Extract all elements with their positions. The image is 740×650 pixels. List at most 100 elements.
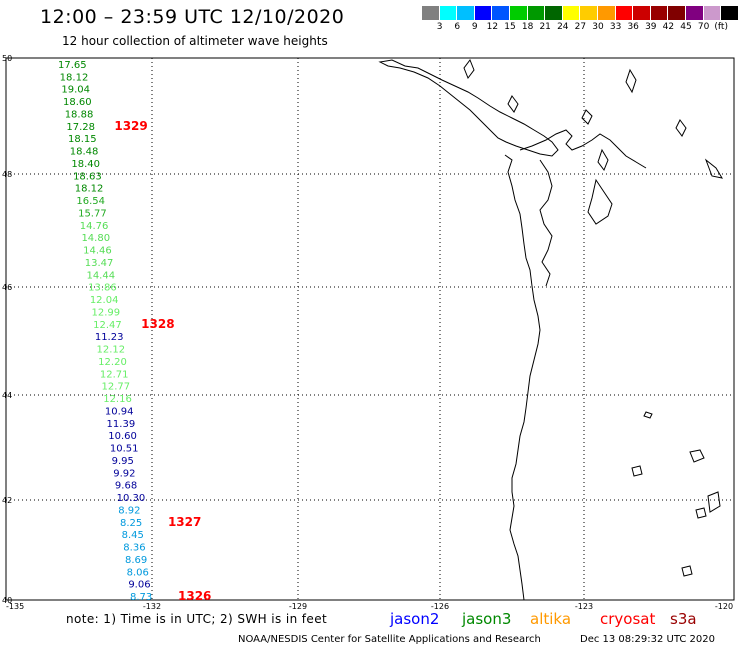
- note-text: note: 1) Time is in UTC; 2) SWH is in fe…: [66, 612, 328, 626]
- wave-height-value: 18.12: [60, 72, 89, 83]
- latitude-labels: 50 48 46 44 42 40: [2, 54, 12, 605]
- colorbar-label: 12: [486, 22, 499, 32]
- coastline: [378, 58, 724, 601]
- wave-height-value: 15.77: [78, 208, 107, 219]
- wave-height-value: 10.51: [110, 444, 139, 455]
- map-title: 12:00 – 23:59 UTC 12/10/2020: [40, 6, 345, 28]
- wave-height-value: 8.06: [127, 567, 149, 578]
- colorbar-label: 39: [645, 22, 657, 32]
- colorbar-label: 9: [471, 22, 478, 32]
- map-subtitle: 12 hour collection of altimeter wave hei…: [62, 34, 328, 48]
- wave-height-value: 8.45: [122, 530, 144, 541]
- lon-tick-label: -135: [6, 602, 24, 611]
- lat-tick-label: 44: [2, 391, 12, 400]
- wave-height-value: 14.46: [83, 246, 112, 257]
- pass-labels: 1329 1328 1327 1326: [114, 119, 211, 603]
- wave-height-value: 9.92: [113, 468, 135, 479]
- legend-altika: altika: [530, 610, 572, 628]
- colorbar-cell: [597, 6, 616, 20]
- lat-tick-label: 40: [2, 596, 12, 605]
- footer-timestamp: Dec 13 08:29:32 UTC 2020: [580, 634, 715, 645]
- wave-height-value: 19.04: [61, 85, 90, 96]
- wave-height-value: 9.95: [112, 456, 134, 467]
- wave-height-value: 13.47: [85, 258, 114, 269]
- footer-org: NOAA/NESDIS Center for Satellite Applica…: [238, 634, 541, 645]
- pass-number-label: 1326: [178, 589, 211, 603]
- wave-height-value: 12.99: [91, 307, 120, 318]
- wave-height-value: 17.65: [58, 60, 87, 71]
- wave-height-value: 12.47: [93, 320, 122, 331]
- wave-height-value: 14.80: [81, 233, 110, 244]
- legend-s3a: s3a: [670, 610, 697, 628]
- wave-height-value: 18.15: [68, 134, 97, 145]
- colorbar-label: 6: [454, 22, 461, 32]
- legend-jason2: jason2: [390, 610, 440, 628]
- colorbar-cell: [422, 6, 440, 20]
- colorbar-cell: [509, 6, 528, 20]
- colorbar-cell: [615, 6, 634, 20]
- lon-tick-label: -132: [143, 602, 161, 611]
- colorbar-label: 15: [504, 22, 516, 32]
- wave-height-value: 12.04: [90, 295, 119, 306]
- colorbar-cell: [721, 6, 739, 20]
- lon-tick-label: -129: [289, 602, 307, 611]
- wave-height-value: 8.36: [123, 543, 145, 554]
- colorbar-label: 21: [539, 22, 551, 32]
- lat-tick-label: 42: [2, 496, 12, 505]
- wave-height-value: 11.23: [95, 332, 124, 343]
- lat-tick-label: 46: [2, 283, 12, 292]
- map-frame: [5, 57, 735, 601]
- lon-tick-label: -120: [715, 602, 733, 611]
- wave-height-value: 12.12: [97, 345, 126, 356]
- colorbar-cell: [562, 6, 581, 20]
- colorbar-label: 36: [627, 22, 639, 32]
- wave-height-value: 8.92: [118, 505, 140, 516]
- wave-height-value: 10.30: [117, 493, 146, 504]
- pass-number-label: 1327: [168, 515, 201, 529]
- map-grid: [6, 58, 734, 600]
- wave-height-value: 8.73: [130, 592, 152, 603]
- wave-height-value: 10.94: [105, 406, 134, 417]
- colorbar-label: 27: [574, 22, 587, 32]
- wave-height-value: 14.76: [80, 221, 109, 232]
- wave-height-value: 18.60: [63, 97, 92, 108]
- colorbar-cell: [703, 6, 722, 20]
- colorbar-label: 30: [592, 22, 604, 32]
- colorbar-label: 45: [680, 22, 692, 32]
- pass-number-label: 1328: [141, 317, 174, 331]
- colorbar-label: 18: [521, 22, 534, 32]
- legend-jason3: jason3: [462, 610, 512, 628]
- colorbar-cell: [474, 6, 493, 20]
- wave-height-colorbar: [422, 6, 739, 20]
- wave-height-value: 16.54: [76, 196, 105, 207]
- wave-height-value: 18.88: [65, 109, 94, 120]
- lon-tick-label: -126: [431, 602, 449, 611]
- pass-number-label: 1329: [114, 119, 147, 133]
- wave-height-value: 17.28: [66, 122, 95, 133]
- colorbar-cell: [457, 6, 475, 20]
- wave-height-value: 18.40: [71, 159, 100, 170]
- colorbar-cell: [439, 6, 458, 20]
- lat-tick-label: 50: [2, 54, 12, 63]
- wave-height-value: 9.68: [115, 481, 137, 492]
- colorbar-cell: [527, 6, 546, 20]
- wave-height-value: 9.06: [128, 580, 150, 591]
- wave-height-value: 18.48: [70, 147, 99, 158]
- wave-height-value: 8.69: [125, 555, 147, 566]
- colorbar-cell: [545, 6, 563, 20]
- wave-height-value: 12.77: [102, 382, 131, 393]
- lon-tick-label: -123: [575, 602, 593, 611]
- lat-tick-label: 48: [2, 170, 12, 179]
- colorbar-label: 42: [662, 22, 675, 32]
- wave-height-value: 13.86: [88, 283, 117, 294]
- colorbar-label: 3: [436, 22, 443, 32]
- colorbar-cell: [633, 6, 651, 20]
- colorbar-label: 70: [697, 22, 710, 32]
- wave-height-value: 11.39: [107, 419, 136, 430]
- colorbar-cell: [580, 6, 598, 20]
- wave-height-value: 18.63: [73, 171, 102, 182]
- wave-height-value: 12.16: [103, 394, 132, 405]
- colorbar-label: (ft): [714, 22, 728, 32]
